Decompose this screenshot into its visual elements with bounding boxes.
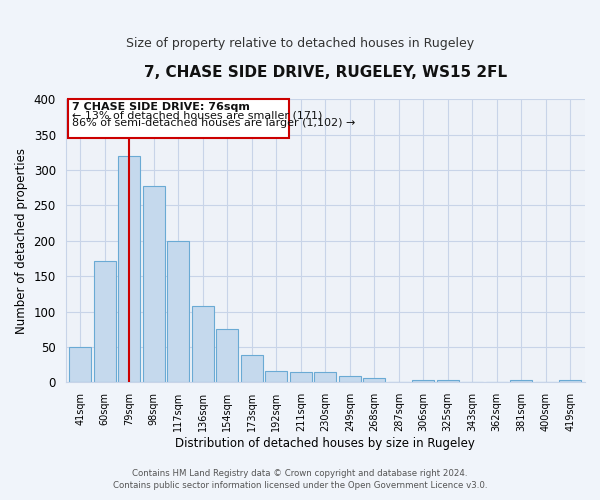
Bar [241,354,263,382]
Bar [314,372,336,382]
Bar [412,380,434,382]
Bar [265,371,287,382]
Bar [216,330,238,382]
Y-axis label: Number of detached properties: Number of detached properties [15,148,28,334]
Bar [143,186,165,382]
Bar [94,260,116,382]
Text: 86% of semi-detached houses are larger (1,102) →: 86% of semi-detached houses are larger (… [71,118,355,128]
Bar [167,241,189,382]
Bar [290,372,312,382]
FancyBboxPatch shape [68,99,289,138]
Title: 7, CHASE SIDE DRIVE, RUGELEY, WS15 2FL: 7, CHASE SIDE DRIVE, RUGELEY, WS15 2FL [144,65,507,80]
Bar [559,380,581,382]
X-axis label: Distribution of detached houses by size in Rugeley: Distribution of detached houses by size … [175,437,475,450]
Bar [118,156,140,382]
Bar [437,380,459,382]
Bar [510,380,532,382]
Text: Size of property relative to detached houses in Rugeley: Size of property relative to detached ho… [126,38,474,51]
Bar [192,306,214,382]
Bar [69,347,91,382]
Bar [339,376,361,382]
Bar [363,378,385,382]
Text: ← 13% of detached houses are smaller (171): ← 13% of detached houses are smaller (17… [71,110,322,120]
Text: 7 CHASE SIDE DRIVE: 76sqm: 7 CHASE SIDE DRIVE: 76sqm [71,102,250,112]
Text: Contains HM Land Registry data © Crown copyright and database right 2024.
Contai: Contains HM Land Registry data © Crown c… [113,468,487,490]
